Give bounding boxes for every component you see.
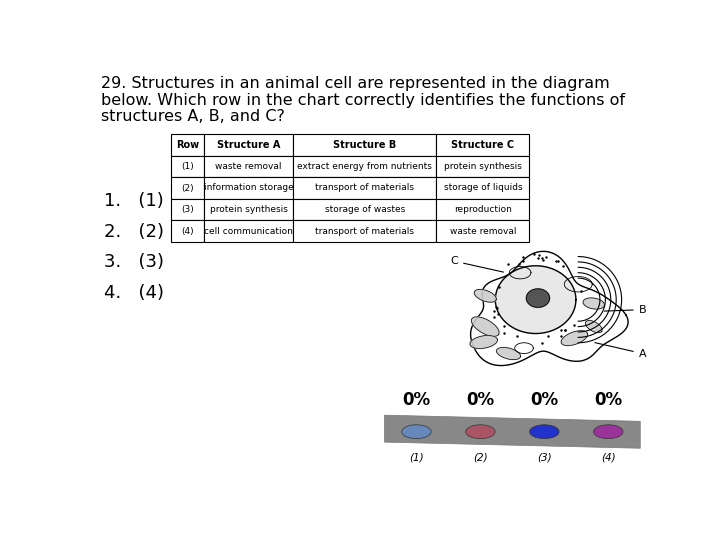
Text: 0%: 0% [402,391,431,409]
Text: 0%: 0% [594,391,622,409]
Polygon shape [497,347,521,360]
Text: B: B [604,305,647,315]
Text: waste removal: waste removal [215,162,282,171]
Bar [204,134,293,156]
Text: Structure C: Structure C [451,140,515,150]
Bar [436,177,529,199]
Bar [293,156,436,177]
Text: C: C [451,256,503,272]
Text: extract energy from nutrients: extract energy from nutrients [297,162,432,171]
Text: protein synthesis: protein synthesis [210,205,287,214]
Polygon shape [583,298,605,309]
Bar [204,177,293,199]
Text: 1.   (1): 1. (1) [104,192,163,210]
Ellipse shape [593,425,623,438]
Polygon shape [470,335,498,348]
Text: (1): (1) [409,453,424,463]
Text: (4): (4) [601,453,616,463]
Bar [293,199,436,220]
Polygon shape [561,330,588,346]
Bar [293,220,436,242]
Ellipse shape [530,425,559,438]
Bar [204,156,293,177]
Text: 2.   (2): 2. (2) [104,222,164,241]
Text: 0%: 0% [467,391,495,409]
Text: 4.   (4): 4. (4) [104,284,164,302]
Text: Row: Row [176,140,199,150]
Text: cell communication: cell communication [204,227,293,235]
Text: transport of materials: transport of materials [315,184,414,192]
Text: (2): (2) [181,184,194,192]
Text: (3): (3) [537,453,552,463]
Bar [204,220,293,242]
Text: structures A, B, and C?: structures A, B, and C? [101,110,284,124]
Bar [204,199,293,220]
Polygon shape [384,415,640,448]
Text: Structure B: Structure B [333,140,397,150]
Bar [171,220,204,242]
Bar [436,156,529,177]
Text: (2): (2) [473,453,487,463]
Bar [436,134,529,156]
Text: information storage: information storage [204,184,293,192]
Bar [436,220,529,242]
Text: storage of liquids: storage of liquids [444,184,522,192]
Text: (4): (4) [181,227,194,235]
Bar [171,134,204,156]
Text: Structure A: Structure A [217,140,280,150]
Text: (1): (1) [181,162,194,171]
Text: 29. Structures in an animal cell are represented in the diagram: 29. Structures in an animal cell are rep… [101,76,610,91]
Text: protein synthesis: protein synthesis [444,162,522,171]
Text: transport of materials: transport of materials [315,227,414,235]
Ellipse shape [402,425,431,438]
Bar [171,177,204,199]
Bar [293,134,436,156]
Bar [436,199,529,220]
Polygon shape [526,289,549,307]
Text: waste removal: waste removal [450,227,516,235]
Bar [293,177,436,199]
Text: storage of wastes: storage of wastes [325,205,405,214]
Ellipse shape [466,425,495,438]
Text: below. Which row in the chart correctly identifies the functions of: below. Which row in the chart correctly … [101,92,625,107]
Polygon shape [471,251,628,366]
Text: 3.   (3): 3. (3) [104,253,164,272]
Text: reproduction: reproduction [454,205,512,214]
Polygon shape [585,320,602,333]
Bar [171,199,204,220]
Polygon shape [474,289,496,302]
Bar [171,156,204,177]
Text: A: A [595,342,647,359]
Text: (3): (3) [181,205,194,214]
Polygon shape [472,317,499,336]
Text: 0%: 0% [531,391,559,409]
Polygon shape [495,266,576,334]
